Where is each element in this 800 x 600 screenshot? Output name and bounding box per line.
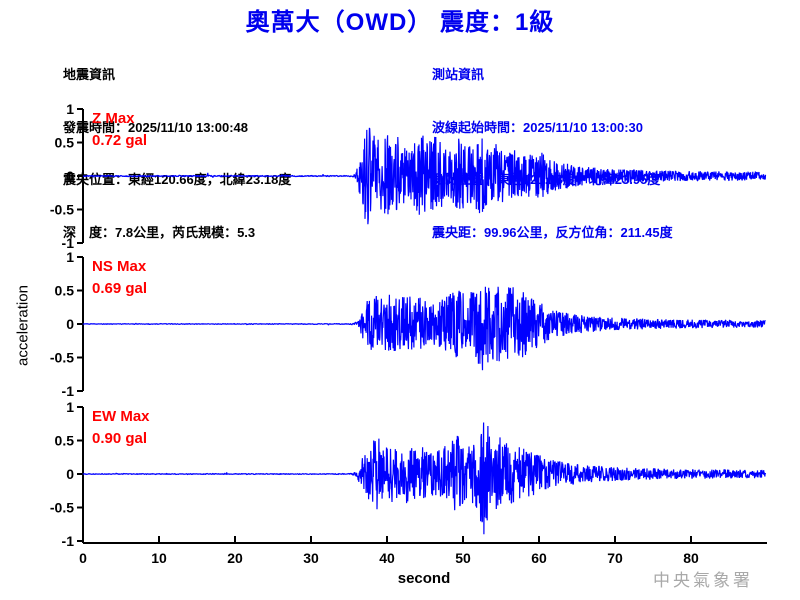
y-tick-label: 0.5 bbox=[55, 135, 75, 151]
earthquake-info-origin-time: 發震時間：2025/11/10 13:00:48 bbox=[63, 119, 248, 135]
earthquake-info-heading: 地震資訊 bbox=[63, 67, 116, 82]
y-axis-title: acceleration bbox=[14, 285, 32, 366]
y-tick-label: 1 bbox=[66, 101, 74, 117]
y-tick-label: -1 bbox=[62, 533, 75, 549]
waveform-trace-ew bbox=[82, 422, 767, 535]
station-info-wave-start-time: 波線起始時間：2025/11/10 13:00:30 bbox=[432, 119, 643, 135]
y-tick-label: -0.5 bbox=[50, 202, 74, 218]
x-tick-label: 20 bbox=[227, 550, 243, 566]
x-tick-label: 30 bbox=[303, 550, 319, 566]
x-tick-label: 0 bbox=[79, 550, 87, 566]
waveform-trace-z bbox=[82, 127, 767, 225]
y-tick-label: 0 bbox=[66, 466, 74, 482]
x-tick-label: 60 bbox=[531, 550, 547, 566]
y-tick-label: 1 bbox=[66, 399, 74, 415]
page-title: 奧萬大（OWD） 震度：1級 bbox=[245, 9, 555, 36]
x-tick-label: 10 bbox=[151, 550, 167, 566]
trace-z-max-label: Z Max 0.72 gal bbox=[92, 108, 147, 152]
trace-ns-max-value: 0.69 gal bbox=[92, 280, 148, 297]
agency-watermark: 中央氣象署 bbox=[653, 571, 753, 590]
earthquake-info-depth-magnitude: 深 度：7.8公里，芮氏規模：5.3 bbox=[63, 224, 256, 240]
y-tick-label: 0 bbox=[66, 316, 74, 332]
trace-z-max-value: 0.72 gal bbox=[92, 132, 148, 149]
x-tick-label: 70 bbox=[607, 550, 623, 566]
y-tick-label: -1 bbox=[62, 235, 75, 251]
station-info-heading: 測站資訊 bbox=[432, 67, 485, 82]
x-tick-label: 50 bbox=[455, 550, 471, 566]
x-tick-label: 80 bbox=[683, 550, 699, 566]
y-tick-label: 1 bbox=[66, 249, 74, 265]
x-tick-label: 40 bbox=[379, 550, 395, 566]
trace-z-max-title: Z Max bbox=[92, 110, 135, 127]
y-tick-label: 0.5 bbox=[55, 283, 75, 299]
trace-ns-max-title: NS Max bbox=[92, 258, 147, 275]
station-info: 測站資訊 波線起始時間：2025/11/10 13:00:30 測站位置：東經1… bbox=[432, 31, 673, 276]
y-tick-label: -0.5 bbox=[50, 500, 74, 516]
y-tick-label: -0.5 bbox=[50, 350, 74, 366]
x-axis-title: second bbox=[397, 570, 451, 587]
station-info-distance-azimuth: 震央距：99.96公里，反方位角：211.45度 bbox=[432, 224, 673, 240]
trace-ew-max-title: EW Max bbox=[92, 408, 150, 425]
trace-ew-max-value: 0.90 gal bbox=[92, 430, 148, 447]
trace-ew-max-label: EW Max 0.90 gal bbox=[92, 406, 150, 450]
waveform-trace-ns bbox=[82, 286, 766, 371]
y-tick-label: -1 bbox=[62, 383, 75, 399]
y-tick-label: 0 bbox=[66, 168, 74, 184]
y-tick-label: 0.5 bbox=[55, 433, 75, 449]
trace-ns-max-label: NS Max 0.69 gal bbox=[92, 256, 147, 300]
